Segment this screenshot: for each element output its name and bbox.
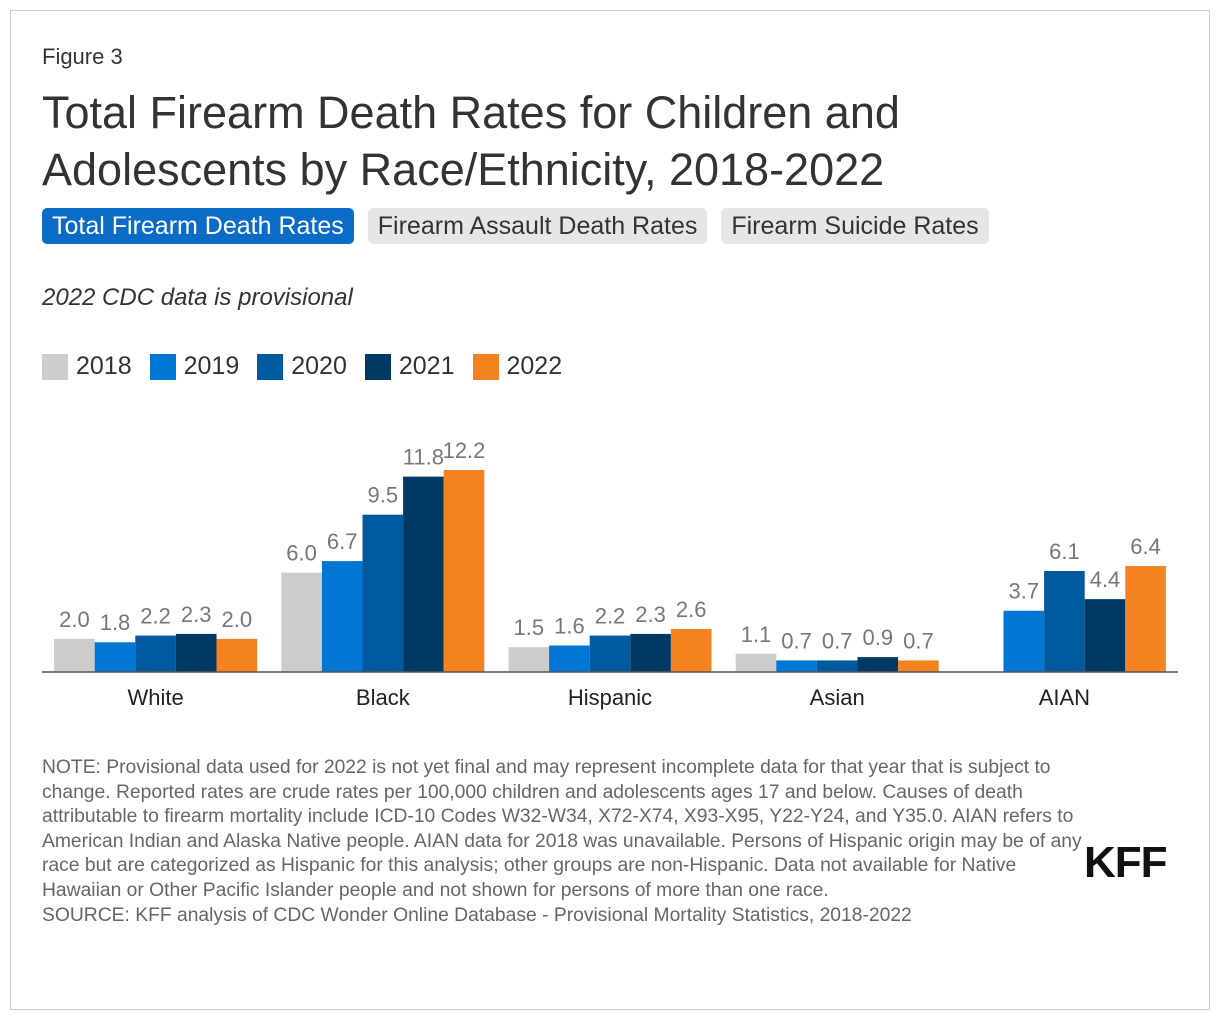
value-label: 11.8 — [403, 445, 444, 470]
bar — [508, 647, 550, 672]
bar — [362, 514, 404, 672]
bar — [403, 476, 444, 672]
legend-label: 2019 — [183, 352, 240, 380]
bar — [94, 642, 136, 672]
bar — [321, 561, 363, 672]
value-label: 2.0 — [222, 607, 253, 632]
legend-label: 2020 — [291, 352, 347, 380]
bar — [54, 638, 95, 672]
legend-label: 2021 — [398, 352, 455, 380]
value-label: 3.7 — [1009, 579, 1040, 604]
value-label: 6.1 — [1049, 539, 1080, 564]
bar — [216, 638, 258, 672]
note: NOTE: Provisional data used for 2022 is … — [42, 757, 1082, 901]
bar — [735, 653, 777, 672]
bar — [549, 645, 590, 672]
value-label: 2.3 — [181, 602, 212, 627]
bar — [443, 470, 485, 672]
bar — [670, 628, 712, 672]
bar — [589, 635, 631, 672]
bar — [630, 633, 671, 672]
legend-swatch — [364, 353, 391, 380]
frame — [10, 10, 1210, 1010]
value-label: 2.0 — [59, 607, 90, 632]
tab[interactable]: Total Firearm Death Rates — [42, 208, 354, 244]
chart-title: Total Firearm Death Rates for Children a… — [42, 87, 900, 195]
value-label: 2.2 — [595, 604, 626, 629]
tab[interactable]: Firearm Suicide Rates — [721, 208, 989, 244]
bar — [135, 635, 176, 672]
bar — [281, 572, 322, 672]
legend: 2018 2019 2020 2021 2022 — [42, 352, 562, 381]
legend-item: 2019 — [149, 352, 240, 381]
bar — [1003, 610, 1045, 672]
legend-item: 2020 — [257, 352, 347, 381]
value-label: 1.5 — [514, 615, 545, 640]
value-label: 1.8 — [100, 610, 131, 635]
legend-swatch — [472, 353, 499, 380]
bar — [175, 633, 217, 672]
figure-label: Figure 3 — [42, 44, 123, 69]
legend-label: 2022 — [506, 352, 563, 380]
legend-swatch — [42, 353, 68, 380]
legend-label: 2018 — [76, 352, 132, 380]
source: SOURCE: KFF analysis of CDC Wonder Onlin… — [42, 904, 912, 926]
x-tick-label: Black — [356, 685, 411, 710]
bar — [816, 660, 858, 672]
x-tick-label: Hispanic — [568, 685, 652, 710]
bar — [1084, 599, 1126, 672]
legend-item: 2022 — [472, 352, 563, 381]
value-label: 0.7 — [822, 628, 853, 653]
notes: NOTE: Provisional data used for 2022 is … — [42, 756, 1082, 928]
value-label: 2.6 — [676, 597, 707, 622]
bar — [1044, 571, 1085, 672]
bar — [776, 660, 817, 672]
bar — [857, 657, 899, 672]
bar — [1125, 566, 1166, 672]
value-label: 6.4 — [1130, 534, 1161, 559]
value-label: 4.4 — [1090, 567, 1121, 592]
value-label: 2.3 — [635, 602, 666, 627]
legend-swatch — [149, 353, 176, 380]
value-label: 1.6 — [554, 614, 585, 639]
value-label: 0.7 — [781, 628, 812, 653]
x-tick-label: Asian — [810, 685, 865, 710]
value-label: 12.2 — [443, 438, 486, 463]
x-tick-label: White — [127, 685, 183, 710]
value-label: 6.7 — [327, 529, 358, 554]
value-label: 0.9 — [863, 625, 894, 650]
tabs: Total Firearm Death Rates Firearm Assaul… — [42, 208, 989, 244]
logo: KFF — [1084, 838, 1168, 887]
bar — [898, 660, 939, 672]
chart: 2.0 1.8 2.2 2.3 2.0 White 6.0 6.7 9.511.812.2 Bla… — [42, 438, 1178, 710]
legend-item: 2018 — [42, 352, 132, 381]
value-label: 9.5 — [368, 483, 399, 508]
subtitle: 2022 CDC data is provisional — [42, 284, 353, 311]
legend-item: 2021 — [364, 352, 455, 381]
x-tick-label: AIAN — [1039, 685, 1090, 710]
value-label: 2.2 — [140, 604, 171, 629]
legend-swatch — [257, 353, 284, 380]
tab[interactable]: Firearm Assault Death Rates — [367, 208, 708, 244]
value-label: 1.1 — [741, 622, 772, 647]
value-label: 6.0 — [286, 541, 317, 566]
value-label: 0.7 — [903, 628, 934, 653]
